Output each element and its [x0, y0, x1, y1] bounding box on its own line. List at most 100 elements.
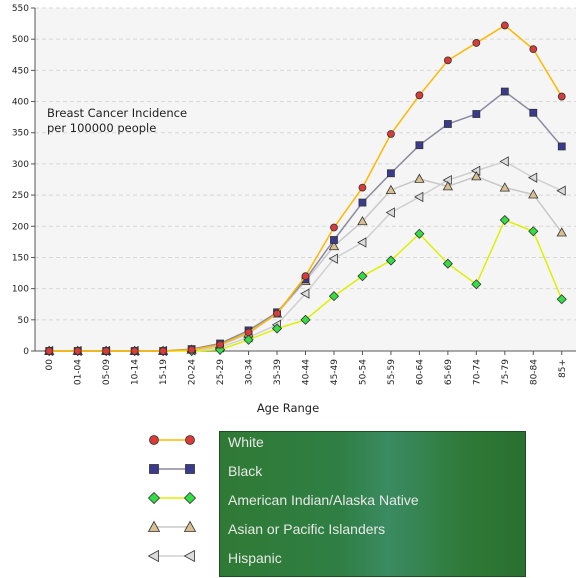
x-tick-label: 30-34	[245, 359, 255, 385]
data-point	[243, 334, 254, 345]
y-tick-label: 400	[12, 98, 29, 108]
y-tick-label: 100	[12, 285, 29, 295]
data-point	[244, 328, 253, 337]
legend-symbol	[185, 464, 195, 474]
data-point	[102, 347, 111, 355]
data-point	[300, 288, 310, 299]
y-tick-label: 250	[12, 191, 29, 201]
y-tick-label: 300	[12, 160, 29, 170]
data-point	[45, 347, 54, 355]
legend-label-hispanic: Hispanic	[228, 550, 282, 566]
data-point	[330, 236, 338, 244]
annotation-line-1: Breast Cancer Incidence	[47, 106, 187, 120]
x-tick-label: 15-19	[159, 359, 169, 385]
legend: White Black American Indian/Alaska Nativ…	[219, 431, 526, 577]
y-tick-label: 450	[12, 66, 29, 76]
data-point	[385, 207, 395, 218]
x-tick-label: 25-29	[216, 359, 226, 385]
legend-symbol	[183, 491, 197, 505]
data-point	[499, 156, 509, 167]
x-tick-label: 00	[45, 359, 55, 371]
data-point	[556, 185, 566, 196]
data-point	[472, 110, 481, 118]
legend-marker-2	[147, 491, 197, 505]
legend-marker-0	[149, 435, 195, 445]
legend-label-american-indian: American Indian/Alaska Native	[228, 492, 419, 508]
data-point	[300, 314, 311, 325]
y-tick-label: 150	[12, 253, 29, 263]
legend-marker-4	[147, 549, 195, 563]
x-tick-label: 40-44	[302, 359, 312, 385]
legend-symbol	[183, 520, 197, 532]
data-point	[471, 171, 482, 181]
x-tick-label: 10-14	[131, 359, 141, 385]
x-tick-label: 65-69	[444, 359, 454, 385]
data-point	[556, 294, 567, 305]
data-point	[529, 108, 538, 117]
data-point	[273, 309, 281, 318]
y-tick-label: 50	[18, 316, 30, 326]
x-tick-labels: 00 01-04 05-09 10-14 15-19 20-24 25-29 30-34 35-…	[45, 351, 568, 385]
legend-symbol	[147, 520, 161, 532]
x-tick-label: 80-84	[529, 359, 539, 385]
data-point	[471, 279, 482, 290]
x-tick-label: 05-09	[102, 359, 112, 385]
data-point	[187, 345, 196, 354]
legend-symbol	[185, 435, 195, 445]
legend-symbol	[147, 491, 161, 505]
x-tick-label: 20-24	[188, 359, 198, 385]
legend-symbol	[147, 549, 159, 563]
legend-symbol	[183, 549, 195, 563]
data-point	[472, 39, 481, 47]
x-axis-title: Age Range	[257, 401, 319, 415]
series-lines	[43, 21, 567, 357]
x-tick-label: 45-49	[330, 359, 340, 385]
data-point	[442, 181, 454, 191]
data-point	[330, 223, 338, 232]
data-point	[328, 253, 338, 264]
legend-marker-3	[147, 520, 197, 532]
data-point	[328, 291, 340, 302]
gridlines	[35, 7, 576, 321]
data-point	[529, 45, 538, 54]
data-point	[415, 91, 424, 100]
data-point	[130, 347, 139, 355]
data-point	[499, 182, 510, 192]
legend-symbol	[149, 435, 159, 445]
data-point	[443, 56, 452, 65]
y-tick-label: 500	[12, 35, 29, 45]
x-tick-label: 55-59	[387, 359, 397, 385]
x-tick-label: 01-04	[74, 359, 84, 385]
data-point	[387, 169, 395, 178]
data-point	[500, 87, 509, 96]
annotation-line-2: per 100000 people	[47, 121, 156, 135]
data-point	[527, 172, 538, 183]
data-point	[301, 272, 310, 281]
data-point	[357, 215, 368, 226]
data-point	[499, 214, 510, 226]
data-point	[414, 191, 424, 203]
data-point	[442, 258, 453, 269]
data-point	[557, 92, 566, 101]
y-tick-label: 550	[12, 4, 29, 14]
data-point	[414, 228, 425, 239]
legend-label-white: White	[228, 434, 264, 450]
data-point	[443, 120, 452, 128]
data-point	[328, 240, 340, 251]
data-point	[556, 227, 567, 237]
data-point	[528, 189, 539, 199]
data-point	[357, 237, 367, 248]
data-point	[73, 347, 82, 355]
x-tick-label: 35-39	[273, 359, 283, 385]
data-point	[387, 130, 395, 138]
series-0	[45, 21, 566, 355]
x-tick-label: 60-64	[415, 359, 425, 385]
x-tick-label: 85+	[558, 359, 568, 378]
y-tick-label: 0	[23, 347, 29, 357]
data-point	[358, 198, 367, 207]
data-point	[385, 255, 396, 266]
x-tick-label: 75-79	[501, 359, 511, 385]
line-chart: 0 50 100 150 200 250 300 350 400 450 500 550 00 01-0…	[12, 4, 576, 415]
y-tick-label: 350	[12, 129, 29, 139]
data-point	[385, 184, 397, 195]
